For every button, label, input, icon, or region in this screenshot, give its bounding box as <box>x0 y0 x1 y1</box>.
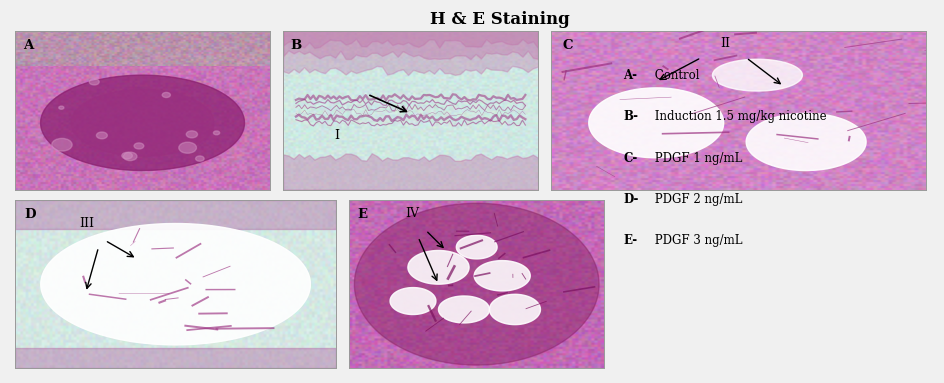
Circle shape <box>195 156 204 161</box>
Polygon shape <box>490 294 540 325</box>
Circle shape <box>162 92 171 98</box>
Polygon shape <box>390 288 436 314</box>
Text: B: B <box>291 39 302 52</box>
Circle shape <box>213 131 220 135</box>
Polygon shape <box>354 203 599 365</box>
Text: PDGF 2 ng/mL: PDGF 2 ng/mL <box>651 193 743 206</box>
Text: II: II <box>720 36 730 49</box>
Polygon shape <box>408 250 469 284</box>
Polygon shape <box>41 224 311 345</box>
Text: PDGF 3 ng/mL: PDGF 3 ng/mL <box>651 234 743 247</box>
Circle shape <box>52 138 72 151</box>
Polygon shape <box>71 90 214 156</box>
Polygon shape <box>456 235 497 259</box>
Text: D-: D- <box>623 193 638 206</box>
Text: I: I <box>334 129 339 142</box>
Circle shape <box>96 132 108 139</box>
Polygon shape <box>439 296 489 323</box>
Text: A-: A- <box>623 69 637 82</box>
Text: E-: E- <box>623 234 637 247</box>
Circle shape <box>178 142 196 153</box>
Polygon shape <box>713 59 802 91</box>
Text: B-: B- <box>623 110 638 123</box>
Polygon shape <box>41 75 244 170</box>
Text: H & E Staining: H & E Staining <box>430 11 570 28</box>
Text: D: D <box>25 208 36 221</box>
Circle shape <box>124 152 137 160</box>
Text: C-: C- <box>623 152 637 165</box>
Text: IV: IV <box>405 207 419 220</box>
Circle shape <box>134 143 143 149</box>
Text: Induction 1.5 mg/kg nicotine: Induction 1.5 mg/kg nicotine <box>651 110 827 123</box>
Text: E: E <box>357 208 367 221</box>
Polygon shape <box>746 113 866 170</box>
Circle shape <box>59 106 64 109</box>
Polygon shape <box>474 260 531 291</box>
Circle shape <box>186 131 197 138</box>
Text: PDGF 1 ng/mL: PDGF 1 ng/mL <box>651 152 743 165</box>
Text: III: III <box>79 217 94 230</box>
Polygon shape <box>589 88 724 158</box>
Circle shape <box>122 152 132 159</box>
Text: Control: Control <box>651 69 700 82</box>
Circle shape <box>90 79 99 85</box>
Text: A: A <box>23 39 33 52</box>
Text: C: C <box>563 39 573 52</box>
